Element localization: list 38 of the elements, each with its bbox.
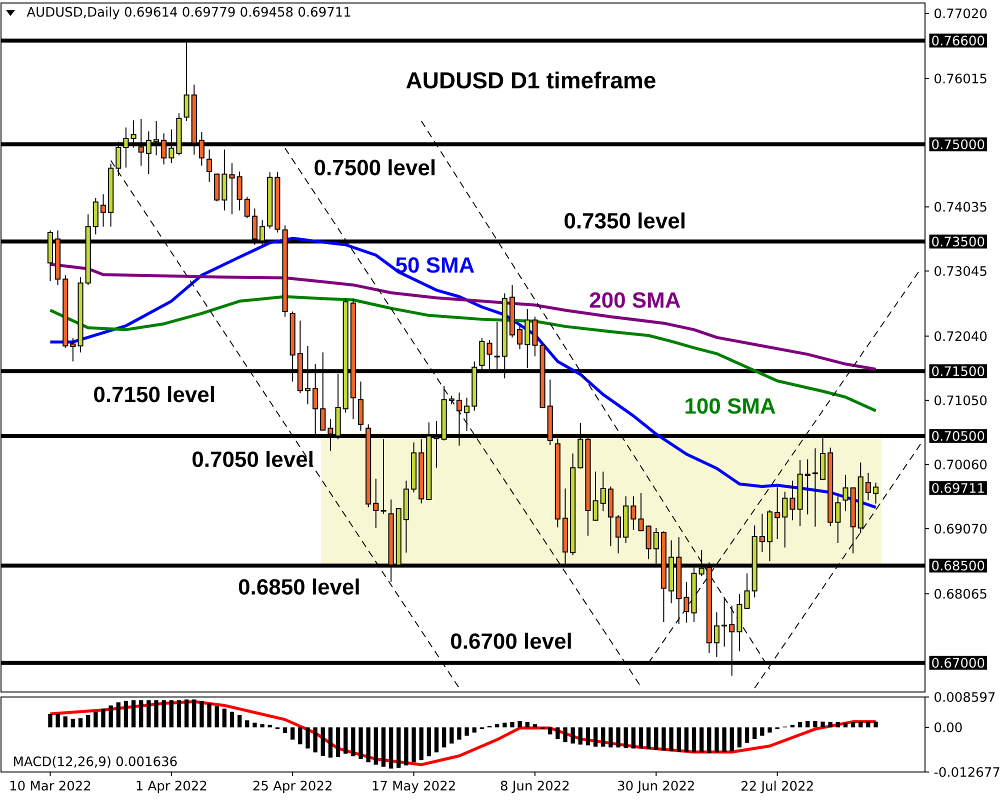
annotation: 0.6850 level xyxy=(238,578,359,595)
y-tick-label: 0.00 xyxy=(934,722,962,732)
x-tick-label: 17 May 2022 xyxy=(372,780,455,794)
y-tick-label: 0.008597 xyxy=(934,692,995,702)
chart-subtitle: AUDUSD,Daily 0.69614 0.69779 0.69458 0.69711 xyxy=(26,6,350,20)
ref-line-label: 0.67000 xyxy=(932,658,984,668)
ref-line-label: 0.75000 xyxy=(932,139,984,150)
annotation: 0.7350 level xyxy=(564,212,684,229)
ref-line-label: 0.76600 xyxy=(932,36,984,46)
annotation: 0.7050 level xyxy=(192,450,312,468)
x-tick-label: 1 Apr 2022 xyxy=(136,780,206,794)
x-tick-label: 10 Mar 2022 xyxy=(10,780,90,791)
ref-line-label: 0.68500 xyxy=(932,560,984,571)
ref-line-label: 0.70500 xyxy=(932,431,984,441)
y-tick-label: 0.72040 xyxy=(934,331,987,342)
y-tick-label: 0.77020 xyxy=(934,8,987,18)
annotation: 0.6700 level xyxy=(451,632,571,649)
y-tick-label: 0.73045 xyxy=(934,266,986,276)
series-label: 200 SMA xyxy=(590,292,680,308)
y-tick-label: 0.68065 xyxy=(934,588,986,599)
y-tick-label: 0.74035 xyxy=(934,202,986,212)
text: AUDUSD D1 timeframe xyxy=(406,72,656,88)
text: 0.69711 xyxy=(932,483,984,493)
x-tick-label: 8 Jun 2022 xyxy=(500,780,569,793)
annotation: 0.7150 level xyxy=(94,386,214,402)
x-tick-label: 22 Jul 2022 xyxy=(741,780,813,794)
x-tick-label: 30 Jun 2022 xyxy=(618,780,694,793)
x-tick-label: 25 Apr 2022 xyxy=(253,780,332,794)
y-tick-label: 0.71050 xyxy=(934,395,987,406)
y-tick-label: 0.70060 xyxy=(934,460,987,470)
text: MACD(12,26,9) 0.001636 xyxy=(14,756,177,768)
ref-line-label: 0.73500 xyxy=(932,236,984,246)
y-tick-label: -0.012677 xyxy=(934,767,1000,777)
ref-line-label: 0.71500 xyxy=(932,366,984,376)
series-label: 100 SMA xyxy=(686,398,776,414)
y-tick-label: 0.76015 xyxy=(934,74,986,84)
y-tick-label: 0.69070 xyxy=(934,524,987,534)
annotation: 0.7500 level xyxy=(314,159,435,176)
